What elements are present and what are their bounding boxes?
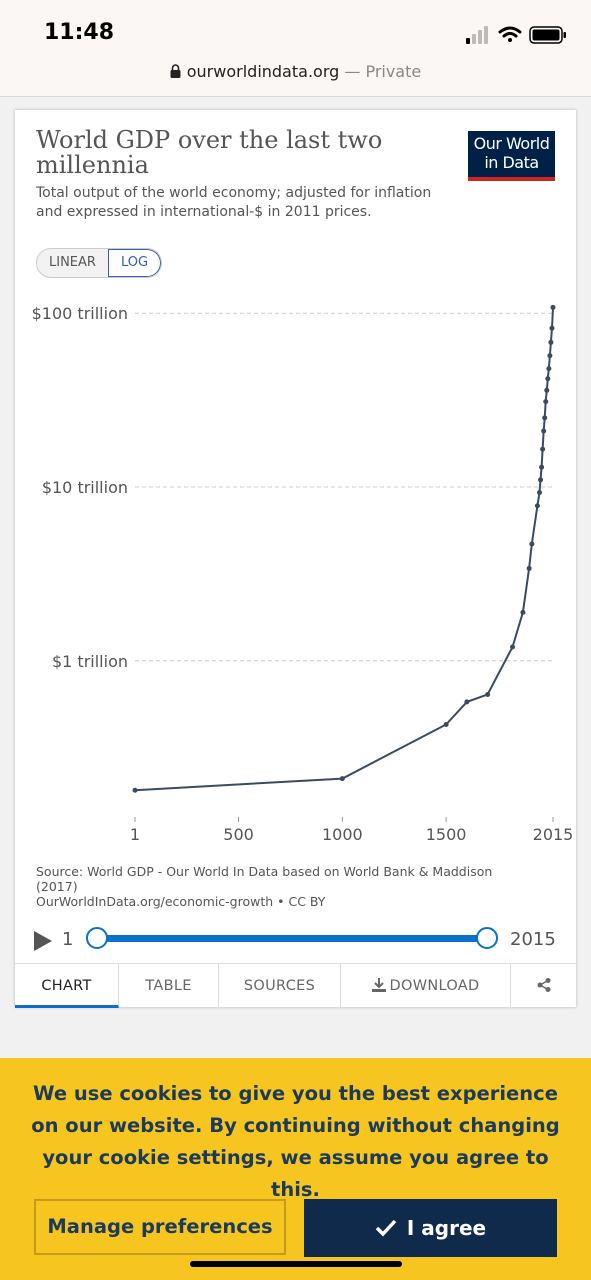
data-point bbox=[510, 644, 516, 650]
logo-line-2: in Data bbox=[484, 153, 539, 172]
chart-title: World GDP over the last two millennia bbox=[36, 126, 383, 179]
data-point bbox=[539, 464, 545, 470]
tab-table[interactable]: TABLE bbox=[119, 964, 219, 1008]
data-point bbox=[339, 776, 345, 782]
timeline-end-label: 2015 bbox=[510, 929, 556, 950]
timeline: 1 2015 bbox=[15, 925, 576, 955]
data-point bbox=[520, 609, 526, 615]
timeline-end-handle[interactable] bbox=[476, 927, 498, 949]
status-icons bbox=[466, 26, 566, 44]
battery-icon bbox=[529, 26, 566, 44]
tab-chart[interactable]: CHART bbox=[15, 964, 119, 1008]
chart-card: World GDP over the last two millennia To… bbox=[15, 110, 576, 1008]
status-bar: 11:48 ourworldindata.org — Private bbox=[0, 0, 591, 97]
share-icon bbox=[537, 978, 550, 992]
home-indicator bbox=[190, 1261, 402, 1267]
logo-line-1: Our World bbox=[473, 134, 550, 153]
x-tick-label-0: 1 bbox=[130, 825, 140, 844]
agree-button[interactable]: I agree bbox=[304, 1199, 557, 1257]
data-point bbox=[546, 366, 552, 372]
x-tick-label-1: 500 bbox=[223, 825, 254, 844]
data-point bbox=[485, 691, 491, 697]
data-point bbox=[132, 787, 138, 793]
tab-download[interactable]: DOWNLOAD bbox=[341, 964, 511, 1008]
x-tick-label-4: 2015 bbox=[533, 825, 574, 844]
y-tick-label-2: $1 trillion bbox=[52, 652, 128, 671]
data-point bbox=[544, 387, 550, 393]
source-note: Source: World GDP - Our World In Data ba… bbox=[36, 864, 536, 909]
chart-subtitle: Total output of the world economy; adjus… bbox=[36, 185, 432, 220]
data-point bbox=[543, 399, 549, 405]
data-point bbox=[542, 415, 548, 421]
data-point bbox=[550, 304, 556, 310]
tab-sources[interactable]: SOURCES bbox=[219, 964, 341, 1008]
scale-linear-button[interactable]: LINEAR bbox=[49, 255, 96, 270]
data-point bbox=[534, 503, 540, 509]
private-label: — Private bbox=[344, 62, 422, 81]
source-text: Source: World GDP - Our World In Data ba… bbox=[36, 864, 493, 894]
data-point bbox=[464, 699, 470, 705]
data-point bbox=[537, 489, 543, 495]
data-point bbox=[540, 446, 546, 452]
y-tick-label-0: $100 trillion bbox=[32, 304, 128, 323]
download-icon bbox=[371, 978, 386, 992]
lock-icon bbox=[170, 64, 181, 78]
x-tick-label-2: 1000 bbox=[322, 825, 363, 844]
data-point bbox=[549, 325, 555, 331]
url-text: ourworldindata.org bbox=[186, 62, 340, 81]
series-line-0 bbox=[134, 307, 554, 792]
data-point bbox=[526, 565, 532, 571]
logo-accent-bar bbox=[468, 177, 555, 181]
cookie-banner: We use cookies to give you the best expe… bbox=[0, 1058, 591, 1280]
chart-tabs: CHART TABLE SOURCES DOWNLOAD bbox=[15, 963, 576, 1008]
share-button[interactable] bbox=[511, 964, 576, 1008]
timeline-start-handle[interactable] bbox=[86, 927, 108, 949]
signal-icon bbox=[466, 26, 488, 44]
data-point bbox=[529, 541, 535, 547]
data-point bbox=[443, 722, 449, 728]
x-tick-label-3: 1500 bbox=[426, 825, 467, 844]
address-bar[interactable]: ourworldindata.org — Private bbox=[0, 62, 591, 81]
timeline-slider-track[interactable] bbox=[96, 935, 488, 942]
data-point bbox=[538, 477, 544, 483]
tab-download-label: DOWNLOAD bbox=[389, 978, 480, 994]
scale-log-button[interactable]: LOG bbox=[107, 249, 162, 277]
data-point bbox=[541, 428, 547, 434]
source-link[interactable]: OurWorldInData.org/economic-growth • CC … bbox=[36, 894, 326, 909]
play-icon[interactable] bbox=[34, 931, 52, 951]
data-point bbox=[548, 339, 554, 345]
manage-preferences-button[interactable]: Manage preferences bbox=[34, 1199, 286, 1255]
clock: 11:48 bbox=[44, 20, 115, 45]
scale-toggle: LINEAR LOG bbox=[36, 248, 163, 278]
wifi-icon bbox=[498, 26, 522, 42]
check-icon bbox=[375, 1219, 397, 1237]
y-tick-label-1: $10 trillion bbox=[42, 478, 128, 497]
data-point bbox=[547, 353, 553, 359]
owid-logo[interactable]: Our World in Data bbox=[468, 131, 555, 181]
data-point bbox=[545, 376, 551, 382]
agree-label: I agree bbox=[406, 1216, 487, 1240]
timeline-start-label: 1 bbox=[62, 929, 74, 950]
cookie-message: We use cookies to give you the best expe… bbox=[31, 1082, 560, 1201]
